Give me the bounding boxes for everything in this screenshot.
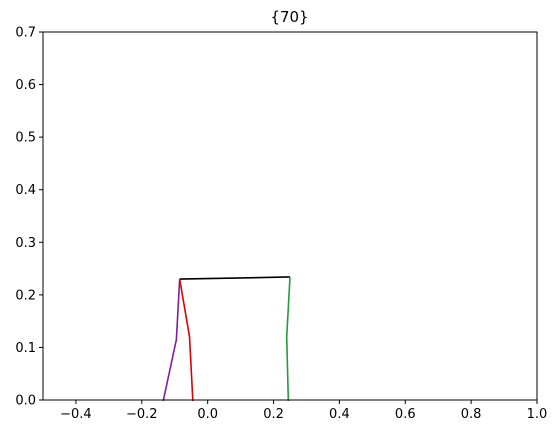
chart-title: {70} [270, 8, 308, 26]
x-tick-label: 0.6 [395, 407, 416, 422]
x-tick-label: −0.2 [126, 407, 158, 422]
x-tick-label: 0.8 [461, 407, 482, 422]
y-tick-label: 0.4 [15, 183, 36, 198]
y-tick-label: 0.6 [15, 78, 36, 93]
series-line-1 [162, 279, 181, 402]
series-layer [162, 276, 291, 402]
y-tick-label: 0.3 [15, 236, 36, 251]
plot-frame [42, 31, 538, 401]
y-tick-label: 0.1 [15, 341, 36, 356]
x-tick-label: 0.0 [197, 407, 218, 422]
y-tick-label: 0.0 [15, 394, 36, 409]
y-axis: 0.0 0.1 0.2 0.3 0.4 0.5 0.6 0.7 [15, 26, 43, 409]
y-tick-label: 0.5 [15, 131, 36, 146]
y-tick-label: 0.7 [15, 26, 36, 41]
series-line-0 [179, 276, 291, 280]
series-line-3 [285, 276, 291, 402]
x-tick-label: 0.4 [329, 407, 350, 422]
x-axis: −0.4 −0.2 0.0 0.2 0.4 0.6 0.8 1.0 [60, 400, 547, 422]
x-tick-label: 0.2 [263, 407, 284, 422]
x-tick-label: −0.4 [60, 407, 92, 422]
series-line-2 [178, 278, 194, 402]
x-tick-label: 1.0 [527, 407, 548, 422]
y-tick-label: 0.2 [15, 288, 36, 303]
